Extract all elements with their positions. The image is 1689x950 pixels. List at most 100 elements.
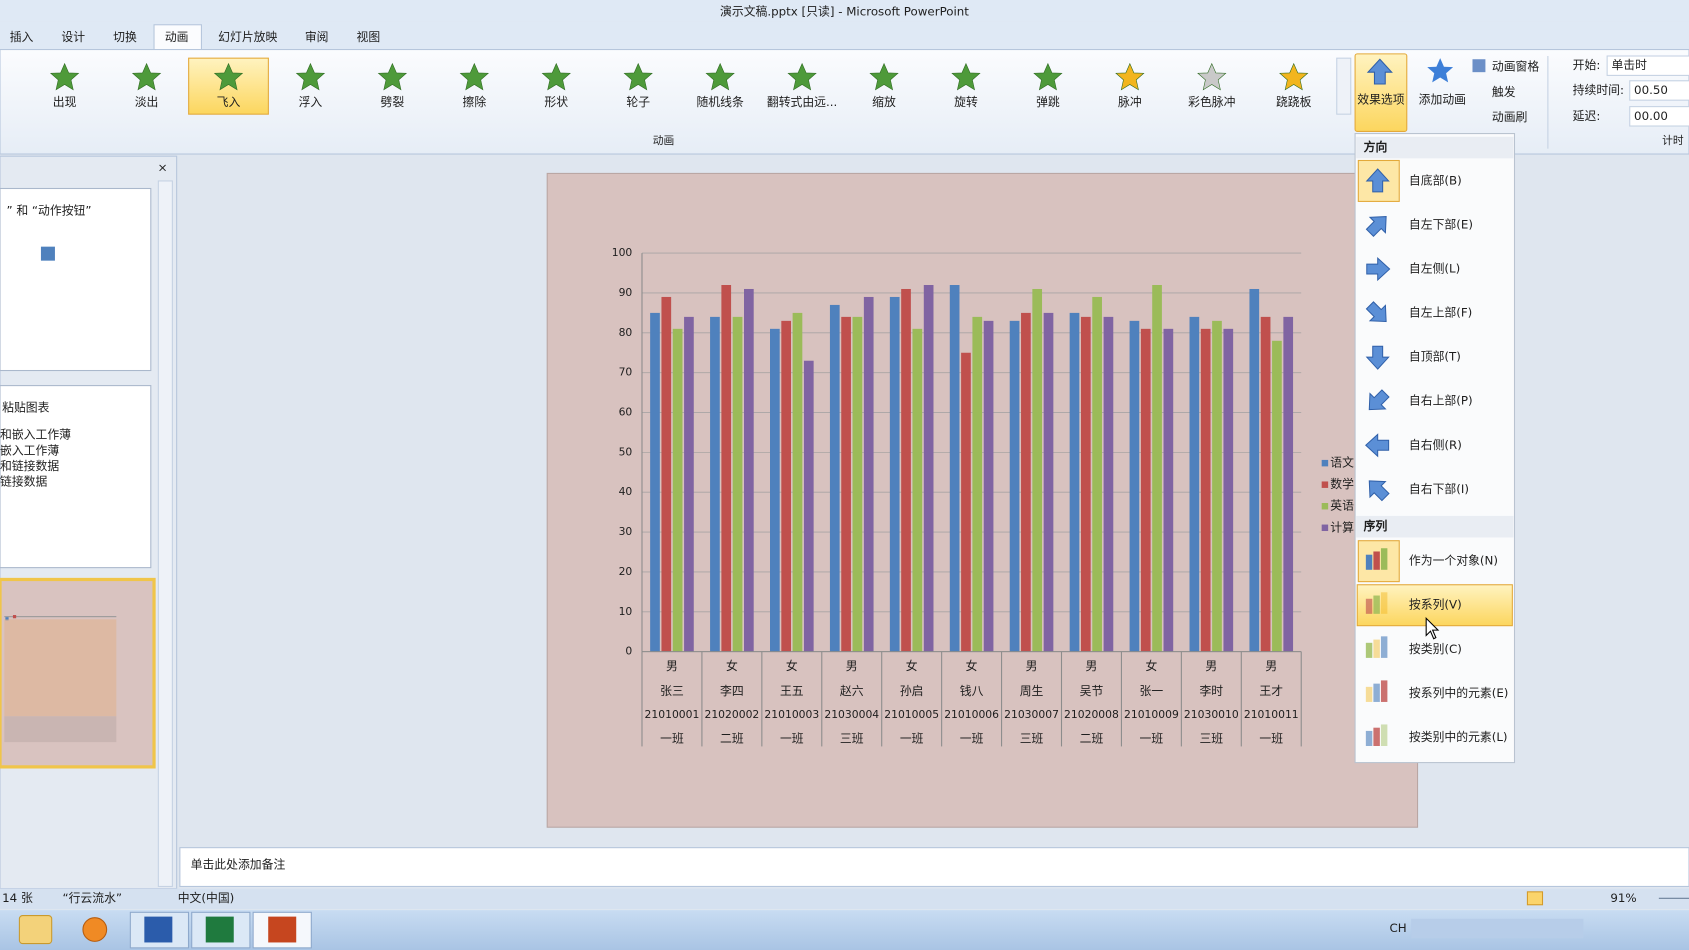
bar (972, 316, 983, 652)
close-panel[interactable]: × (158, 161, 168, 175)
panel-scrollbar[interactable] (157, 180, 173, 887)
explorer-icon[interactable] (18, 914, 53, 945)
effect-label[interactable]: 脉冲 (1118, 95, 1142, 109)
menu-item[interactable]: 自右下部(I) (1409, 482, 1469, 496)
bar (1260, 316, 1271, 652)
effect-label[interactable]: 劈裂 (381, 95, 405, 109)
effect-label[interactable]: 缩放 (872, 95, 896, 109)
input-method[interactable]: CH (1390, 921, 1407, 935)
animation-painter[interactable]: 动画刷 (1492, 110, 1528, 124)
language[interactable]: 中文(中国) (178, 891, 235, 905)
slide-thumb[interactable] (0, 385, 152, 569)
tab[interactable]: 幻灯片放映 (218, 30, 277, 44)
menu-item[interactable]: 自顶部(T) (1409, 350, 1461, 364)
delay-value[interactable]: 00.00 (1634, 109, 1668, 123)
bar (949, 285, 960, 652)
menu-item[interactable]: 作为一个对象(N) (1409, 554, 1498, 568)
effect-label[interactable]: 翻转式由远... (767, 95, 837, 109)
menu-item[interactable]: 按系列(V) (1409, 598, 1462, 612)
effect-label[interactable]: 飞入 (217, 95, 241, 109)
bar (1032, 288, 1043, 652)
x-tick-label: 吴节 (1080, 684, 1104, 698)
menu-item[interactable]: 自左上部(F) (1409, 306, 1472, 320)
slide-count: 14 张 (2, 891, 33, 905)
effect-label[interactable]: 旋转 (954, 95, 978, 109)
effect-label[interactable]: 弹跳 (1036, 95, 1060, 109)
bar (672, 328, 683, 652)
bar (889, 296, 900, 652)
effect-label[interactable]: 轮子 (626, 95, 650, 109)
effect-options-button[interactable] (1354, 53, 1408, 132)
effect-label[interactable]: 出现 (53, 95, 77, 109)
bar (901, 288, 911, 652)
sequence-icon-bar (1373, 639, 1380, 658)
start-value[interactable]: 单击时 (1611, 58, 1647, 72)
x-tick-label: 21010006 (944, 708, 999, 721)
effect-label[interactable]: 浮入 (299, 95, 323, 109)
slide-thumb[interactable] (0, 187, 152, 372)
menu-item[interactable]: 自底部(B) (1409, 173, 1462, 187)
tab[interactable]: 插入 (10, 30, 34, 44)
menu-item[interactable]: 按类别中的元素(L) (1409, 730, 1508, 744)
tab[interactable]: 切换 (113, 30, 137, 44)
effect-options-label[interactable]: 效果选项 (1357, 93, 1404, 107)
menu-item[interactable]: 按类别(C) (1409, 642, 1462, 656)
tab[interactable]: 动画 (165, 30, 189, 44)
duration-value[interactable]: 00.50 (1634, 83, 1668, 97)
bar (983, 320, 994, 652)
tab-active[interactable] (153, 24, 202, 52)
tab[interactable]: 设计 (61, 30, 85, 44)
y-tick-label: 0 (625, 645, 632, 658)
effect-label[interactable]: 淡出 (135, 95, 159, 109)
tab[interactable]: 审阅 (305, 30, 329, 44)
effect-label[interactable]: 跷跷板 (1276, 95, 1312, 109)
menu-item[interactable]: 自左侧(L) (1409, 262, 1460, 276)
x-tick-label: 钱八 (960, 684, 984, 698)
effect-label[interactable]: 擦除 (462, 95, 486, 109)
group-label: 动画 (653, 134, 675, 147)
x-tick-label: 李时 (1199, 684, 1223, 698)
window-title: 演示文稿.pptx [只读] - Microsoft PowerPoint (720, 4, 969, 18)
thumb-shape (40, 246, 55, 261)
trigger[interactable]: 触发 (1492, 85, 1516, 99)
bar (710, 316, 720, 652)
animation-pane[interactable]: 动画窗格 (1492, 59, 1539, 73)
bar (841, 316, 851, 652)
bar (1092, 296, 1102, 652)
bar (770, 328, 780, 652)
tray-icons (1411, 918, 1584, 939)
effect-label[interactable]: 彩色脉冲 (1188, 95, 1235, 109)
y-tick-label: 80 (619, 326, 633, 339)
menu-item[interactable]: 自右上部(P) (1409, 394, 1473, 408)
menu-item[interactable]: 自左下部(E) (1409, 218, 1473, 232)
x-tick-label: 一班 (780, 731, 804, 745)
gallery-scroll[interactable] (1336, 57, 1352, 115)
legend-label: 英语 (1330, 499, 1354, 513)
effect-label[interactable]: 形状 (544, 95, 568, 109)
y-tick-label: 10 (619, 605, 633, 618)
view-normal[interactable] (1526, 891, 1544, 906)
menu-item[interactable]: 自右侧(R) (1409, 438, 1462, 452)
zoom-level[interactable]: 91% (1610, 891, 1636, 905)
duration-field[interactable] (1629, 80, 1689, 101)
bar (1103, 316, 1114, 652)
bar (1140, 328, 1151, 652)
menu-header: 方向 (1364, 140, 1388, 154)
notes-pane[interactable] (179, 847, 1689, 887)
start-field[interactable] (1606, 55, 1689, 76)
menu-header: 序列 (1364, 519, 1388, 533)
delay-field[interactable] (1629, 106, 1689, 127)
legend-label: 语文 (1330, 456, 1354, 470)
legend-swatch (1321, 503, 1329, 510)
delay-label: 延迟: (1573, 109, 1601, 123)
bar (1069, 312, 1080, 652)
effect-label[interactable]: 随机线条 (696, 95, 743, 109)
bar (650, 312, 660, 652)
menu-item[interactable]: 按系列中的元素(E) (1409, 686, 1509, 700)
media-icon[interactable] (82, 917, 108, 942)
x-tick-label: 21020002 (704, 708, 759, 721)
notes-placeholder[interactable]: 单击此处添加备注 (191, 857, 286, 871)
add-animation-label[interactable]: 添加动画 (1419, 93, 1466, 107)
tab[interactable]: 视图 (357, 30, 381, 44)
thumb-chart (4, 615, 117, 743)
